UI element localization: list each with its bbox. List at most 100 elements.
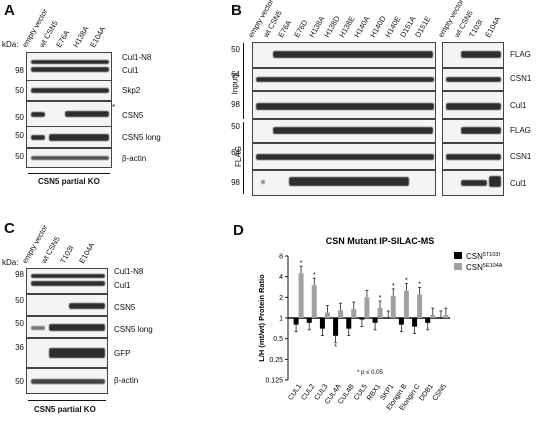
bar bbox=[306, 318, 312, 323]
label-cul1: Cul1 bbox=[114, 281, 131, 290]
mw-marker: 50 bbox=[15, 86, 24, 95]
label-csn5-long: CSN5 long bbox=[114, 325, 153, 334]
blot-inputs-csn1-2 bbox=[442, 68, 504, 91]
significance-star: * bbox=[300, 260, 303, 267]
footer-bracket bbox=[28, 400, 106, 401]
label-cul1-n8: Cul1-N8 bbox=[114, 267, 144, 276]
mw-marker: 50 bbox=[15, 152, 24, 161]
label-flag: FLAG bbox=[510, 126, 531, 135]
label-gfp: GFP bbox=[114, 349, 131, 358]
label-cul1: Cul1 bbox=[510, 101, 527, 110]
blot-flag-csn1 bbox=[252, 143, 436, 170]
blot-c-cul1 bbox=[26, 268, 108, 294]
footer-bracket bbox=[28, 173, 110, 174]
legend-label: CSN5E104A bbox=[466, 263, 503, 272]
bar bbox=[385, 318, 391, 319]
mw-marker: 50 bbox=[15, 131, 24, 140]
blot-c-beta-actin bbox=[26, 368, 108, 394]
bar bbox=[346, 318, 352, 329]
bar bbox=[425, 318, 431, 323]
label-beta-actin: β-actin bbox=[114, 376, 139, 385]
blot-inputs-csn1 bbox=[252, 68, 436, 91]
blot-inputs-flag-2 bbox=[442, 42, 504, 68]
label-csn5-long: CSN5 long bbox=[122, 133, 161, 142]
mw-marker: 50 bbox=[15, 296, 24, 305]
panel-b-letter: B bbox=[231, 2, 242, 19]
blot-flag-cul1-2 bbox=[442, 170, 504, 196]
bar bbox=[338, 310, 344, 318]
bar bbox=[324, 312, 330, 318]
label-csn5: CSN5 bbox=[122, 111, 144, 120]
panel-c-kda-label: kDa: bbox=[2, 258, 19, 267]
blot-flag-flag-2 bbox=[442, 119, 504, 143]
label-beta-actin: β-actin bbox=[122, 154, 147, 163]
bar bbox=[298, 273, 304, 318]
blot-c-csn5 bbox=[26, 294, 108, 316]
y-tick-label: 0.25 bbox=[269, 357, 283, 364]
lane-label: E104A bbox=[77, 240, 97, 265]
legend-swatch bbox=[454, 252, 462, 259]
lane-label: E104A bbox=[482, 14, 502, 39]
blot-c-csn5-long bbox=[26, 316, 108, 338]
blot-flag-csn1-2 bbox=[442, 143, 504, 170]
significance-star: * bbox=[392, 283, 395, 290]
lane-label: E104A bbox=[88, 24, 108, 49]
bar bbox=[398, 318, 404, 325]
bar bbox=[377, 307, 383, 318]
panel-c-letter: C bbox=[4, 220, 15, 237]
blot-flag-flag bbox=[252, 119, 436, 143]
mw-marker: 50 bbox=[15, 377, 24, 386]
lane-label: E76A bbox=[54, 28, 72, 49]
label-flag: FLAG bbox=[510, 50, 531, 59]
blot-flag-cul1 bbox=[252, 170, 436, 196]
blot-c-gfp bbox=[26, 338, 108, 368]
blot-beta-actin bbox=[26, 148, 112, 168]
significance-star: * bbox=[418, 281, 421, 288]
y-axis-label: L/H (mt/wt) Protein Ratio bbox=[257, 274, 266, 362]
mw-marker: 50 bbox=[15, 319, 24, 328]
blot-skp2 bbox=[26, 80, 112, 101]
y-tick-label: 0.5 bbox=[273, 336, 283, 343]
bar bbox=[443, 315, 449, 318]
significance-star: * bbox=[334, 344, 337, 351]
bar bbox=[417, 294, 423, 318]
bar bbox=[311, 285, 317, 318]
bar bbox=[359, 318, 365, 320]
bar bbox=[438, 318, 444, 319]
label-cul1-n8: Cul1-N8 bbox=[122, 53, 152, 62]
bar bbox=[390, 295, 396, 318]
mw-marker: 98 bbox=[15, 270, 24, 279]
significance-star: * bbox=[379, 295, 382, 302]
blot-csn5-long bbox=[26, 126, 112, 148]
legend-swatch bbox=[454, 263, 462, 270]
lane-label: T103I bbox=[58, 243, 76, 265]
blot-inputs-flag bbox=[252, 42, 436, 68]
blot-csn5 bbox=[26, 101, 112, 127]
y-tick-label: 0.125 bbox=[265, 378, 283, 385]
label-csn1: CSN1 bbox=[510, 74, 532, 83]
significance-star: * bbox=[405, 278, 408, 285]
bar bbox=[351, 309, 357, 318]
mw-marker: 64 bbox=[231, 148, 240, 157]
silac-bar-chart: CSN Mutant IP-SILAC-MS 8 4 2 1 0.5 0.25 0.125 L/… bbox=[257, 236, 503, 412]
blot-inputs-cul1 bbox=[252, 91, 436, 119]
bar bbox=[319, 318, 325, 329]
panel-d-letter: D bbox=[233, 222, 244, 239]
mw-marker: 50 bbox=[231, 45, 240, 54]
y-tick-label: 1 bbox=[279, 316, 283, 323]
mw-marker: 50 bbox=[231, 122, 240, 131]
bar bbox=[372, 318, 378, 323]
panel-c-footer: CSN5 partial KO bbox=[34, 405, 96, 414]
mw-marker: 98 bbox=[231, 100, 240, 109]
bar bbox=[293, 318, 299, 325]
significance-star: * bbox=[313, 272, 316, 279]
mw-marker: 50 bbox=[15, 113, 24, 122]
label-csn1: CSN1 bbox=[510, 152, 532, 161]
mw-marker: 98 bbox=[231, 178, 240, 187]
lane-label: E76D bbox=[291, 18, 309, 39]
label-skp2: Skp2 bbox=[122, 86, 141, 95]
bar bbox=[333, 318, 339, 336]
chart-title: CSN Mutant IP-SILAC-MS bbox=[326, 236, 435, 246]
bar bbox=[403, 290, 409, 318]
panel-a-letter: A bbox=[4, 2, 15, 19]
